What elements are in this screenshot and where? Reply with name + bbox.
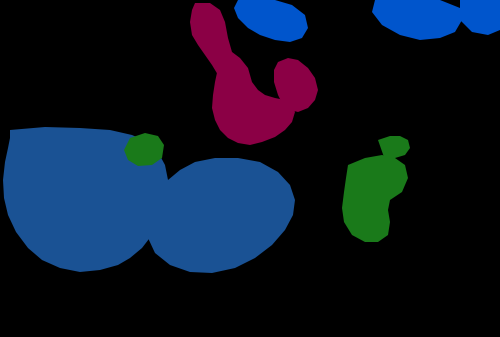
Polygon shape bbox=[378, 136, 410, 180]
Polygon shape bbox=[146, 158, 295, 273]
Polygon shape bbox=[372, 0, 462, 40]
Polygon shape bbox=[234, 0, 308, 42]
Polygon shape bbox=[190, 3, 235, 78]
Polygon shape bbox=[342, 155, 408, 242]
Polygon shape bbox=[124, 133, 164, 166]
Polygon shape bbox=[212, 52, 295, 145]
Polygon shape bbox=[3, 127, 168, 272]
Polygon shape bbox=[274, 58, 318, 112]
Polygon shape bbox=[460, 0, 500, 35]
